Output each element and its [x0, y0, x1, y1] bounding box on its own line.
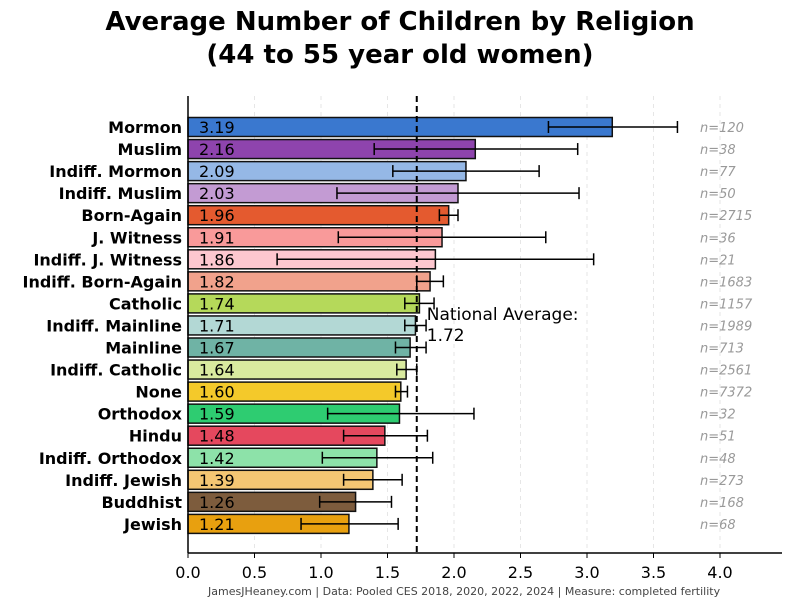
sample-size-label: n=1157: [700, 297, 753, 312]
sample-size-label: n=1683: [700, 275, 752, 290]
category-label: Hindu: [129, 427, 182, 446]
category-label: Orthodox: [98, 405, 183, 424]
bar-value-label: 1.39: [199, 471, 235, 490]
category-label: Indiff. Jewish: [65, 471, 182, 490]
category-label: Indiff. Orthodox: [39, 449, 183, 468]
category-label: Indiff. J. Witness: [33, 250, 182, 269]
labels-layer: 3.19 Mormon n=120 2.16 Muslim n=38 2.09 Indiff.…: [22, 118, 752, 534]
sample-size-label: n=2561: [700, 364, 752, 379]
x-tick-label: 2.5: [508, 563, 533, 582]
x-tick-label: 0.0: [175, 563, 200, 582]
bar-value-label: 1.96: [199, 206, 235, 225]
category-label: Buddhist: [101, 493, 182, 512]
x-tick-label: 3.0: [574, 563, 599, 582]
x-tick-label: 1.0: [308, 563, 333, 582]
category-label: None: [135, 383, 182, 402]
error-bars-layer: [276, 121, 679, 530]
bar-value-label: 2.09: [199, 162, 235, 181]
sample-size-label: n=21: [700, 253, 736, 268]
bar-value-label: 1.21: [199, 515, 235, 534]
category-label: Mormon: [108, 118, 182, 137]
sample-size-label: n=36: [700, 231, 736, 246]
bar-value-label: 1.86: [199, 250, 235, 269]
bar-value-label: 1.64: [199, 361, 235, 380]
bar-value-label: 1.71: [199, 316, 235, 335]
credit-footer: JamesJHeaney.com | Data: Pooled CES 2018…: [208, 585, 721, 598]
sample-size-label: n=1989: [700, 319, 752, 334]
bar-value-label: 1.26: [199, 493, 235, 512]
category-label: Indiff. Catholic: [50, 361, 182, 380]
bar-value-label: 1.42: [199, 449, 235, 468]
category-label: J. Witness: [91, 228, 182, 247]
sample-size-label: n=51: [700, 430, 736, 445]
bar-value-label: 1.67: [199, 339, 235, 358]
category-label: Indiff. Mormon: [49, 162, 182, 181]
x-tick-label: 2.0: [441, 563, 466, 582]
category-label: Indiff. Mainline: [46, 316, 182, 335]
national-average-value: 1.72: [427, 326, 465, 346]
sample-size-label: n=68: [700, 518, 736, 533]
category-label: Jewish: [123, 515, 182, 534]
sample-size-label: n=7372: [700, 386, 752, 401]
x-tick-label: 4.0: [707, 563, 732, 582]
sample-size-label: n=273: [700, 474, 744, 489]
category-label: Indiff. Born-Again: [22, 272, 182, 291]
category-label: Born-Again: [81, 206, 182, 225]
bar-value-label: 1.60: [199, 383, 235, 402]
sample-size-label: n=2715: [700, 209, 752, 224]
bar-value-label: 1.82: [199, 272, 235, 291]
national-average-layer: National Average:1.72: [415, 96, 579, 553]
bar-value-label: 3.19: [199, 118, 235, 137]
x-tick-label: 1.5: [375, 563, 400, 582]
chart-title: Average Number of Children by Religion (…: [0, 6, 800, 72]
sample-size-label: n=77: [700, 165, 736, 180]
category-label: Mainline: [105, 339, 182, 358]
national-average-label: National Average:: [427, 305, 579, 325]
sample-size-label: n=168: [700, 496, 744, 511]
sample-size-label: n=120: [700, 121, 744, 136]
sample-size-label: n=48: [700, 452, 736, 467]
x-tick-label: 0.5: [242, 563, 267, 582]
sample-size-label: n=38: [700, 143, 736, 158]
category-label: Catholic: [109, 294, 182, 313]
bar-value-label: 2.03: [199, 184, 235, 203]
bars-layer: [187, 116, 614, 535]
bar-value-label: 1.91: [199, 228, 235, 247]
chart-title-line-1: Average Number of Children by Religion: [105, 7, 695, 37]
chart-title-line-2: (44 to 55 year old women): [206, 40, 594, 70]
sample-size-label: n=713: [700, 342, 744, 357]
sample-size-label: n=50: [700, 187, 736, 202]
bar-value-label: 1.48: [199, 427, 235, 446]
axes-layer: 0.0 0.5 1.0 1.5 2.0 2.5 3.0 3.5 4.0: [175, 96, 782, 582]
category-label: Indiff. Muslim: [59, 184, 182, 203]
bar-value-label: 1.59: [199, 405, 235, 424]
sample-size-label: n=32: [700, 408, 736, 423]
x-tick-label: 3.5: [641, 563, 666, 582]
bar-value-label: 1.74: [199, 294, 235, 313]
category-label: Muslim: [118, 140, 182, 159]
bar-value-label: 2.16: [199, 140, 235, 159]
